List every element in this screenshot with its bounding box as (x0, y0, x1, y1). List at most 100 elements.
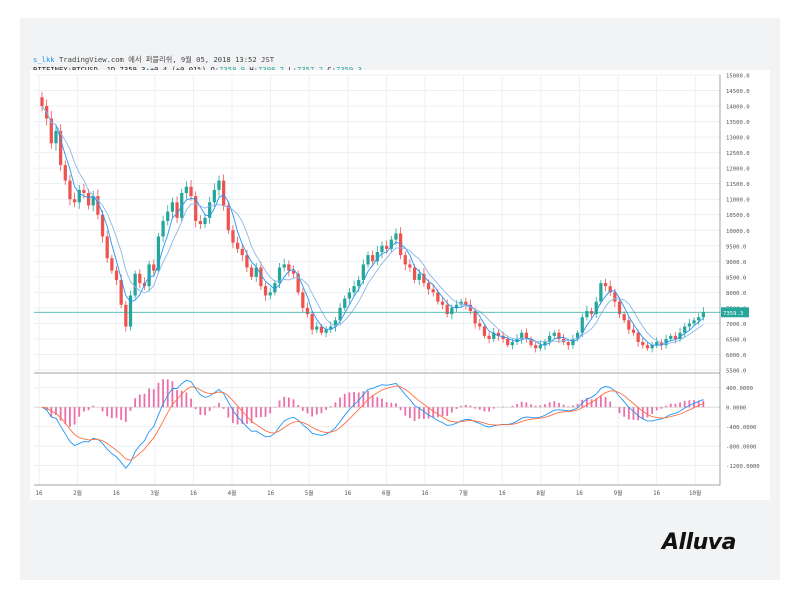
macd-histogram-bar (166, 379, 169, 408)
macd-histogram-bar (283, 396, 286, 408)
ma-slow-line (41, 105, 704, 345)
candle-body (91, 196, 95, 206)
candle-body (49, 118, 53, 144)
macd-histogram-bar (143, 393, 146, 408)
macd-histogram-bar (353, 392, 355, 408)
candle-body (436, 292, 440, 302)
candle-body (464, 301, 468, 305)
macd-histogram-bar (683, 400, 686, 408)
candle-body (645, 345, 650, 349)
macd-histogram-bar (371, 395, 374, 408)
symbol-name[interactable]: BITFINEX:BTCUSD, 1D (33, 65, 116, 74)
macd-histogram-bar (385, 402, 388, 408)
macd-histogram-bar (376, 397, 379, 408)
macd-histogram-bar (567, 406, 570, 408)
macd-histogram-bar (138, 394, 141, 408)
candle-body (86, 193, 91, 206)
up-arrow-icon: ▲ (145, 65, 150, 74)
candle-body (189, 186, 193, 197)
macd-histogram-bar (148, 388, 151, 408)
candle-body (138, 273, 142, 284)
macd-histogram-bar (641, 407, 644, 420)
macd-histogram-bar (92, 405, 95, 408)
macd-histogram-bar (539, 405, 542, 408)
candle-body (333, 320, 338, 327)
price-tick-label: 8500.0 (726, 275, 746, 281)
candle-body (133, 273, 137, 296)
macd-histogram-bar (306, 407, 309, 414)
candle-body (361, 264, 365, 280)
candle-body (110, 258, 114, 271)
time-tick-label: 5월 (305, 489, 314, 497)
macd-histogram-bar (152, 389, 155, 408)
candle-body (128, 295, 133, 327)
macd-histogram-bar (218, 402, 220, 408)
candle-body (412, 267, 417, 280)
time-tick-label: 16 (653, 491, 660, 497)
candle-body (515, 338, 519, 343)
candle-body (245, 255, 249, 268)
macd-histogram-bar (297, 405, 300, 408)
time-tick-label: 3월 (150, 489, 159, 497)
candle-body (226, 205, 230, 231)
macd-panel (34, 379, 720, 469)
ma-fast-line (41, 105, 704, 346)
candle-body (72, 199, 77, 203)
macd-histogram-bar (110, 407, 113, 419)
candle-body (124, 304, 128, 327)
candle-body (329, 326, 333, 330)
macd-histogram-bar (646, 407, 649, 418)
publisher-link[interactable]: s_lkk (33, 55, 55, 64)
candle-body (222, 180, 226, 206)
candle-body (440, 301, 445, 305)
candle-body (655, 342, 659, 346)
candle-body (175, 202, 179, 218)
low-value: 7357.2 (297, 65, 323, 74)
candle-body (156, 236, 161, 271)
macd-histogram-bar (413, 407, 416, 421)
macd-histogram-bar (562, 404, 565, 408)
candle-body (100, 214, 105, 237)
macd-histogram-bar (204, 407, 206, 416)
candlestick-series (40, 92, 705, 353)
macd-histogram-bar (134, 398, 137, 408)
macd-histogram-bar (329, 406, 332, 408)
candle-body (627, 320, 631, 330)
chart-canvas[interactable]: 5500.06000.06500.07000.07500.08000.08500… (30, 70, 770, 500)
price-tick-label: 7000.0 (726, 322, 746, 328)
candle-body (473, 311, 477, 324)
candle-body (96, 196, 100, 215)
candle-body (478, 323, 482, 327)
macd-histogram-bar (409, 407, 411, 419)
candle-body (287, 264, 291, 271)
price-tick-label: 13500.0 (726, 120, 750, 126)
time-tick-label: 16 (190, 491, 197, 497)
macd-histogram-bar (464, 404, 467, 408)
candle-body (77, 189, 81, 203)
candle-body (459, 301, 463, 305)
candle-body (40, 97, 44, 107)
candle-body (263, 286, 268, 296)
macd-histogram-bar (679, 402, 681, 408)
candle-body (324, 329, 328, 333)
publish-text: TradingView.com 에서 퍼블리쉬, 9월 05, 2018 13:… (58, 55, 275, 64)
close-label: C: (327, 65, 336, 74)
macd-histogram-bar (213, 406, 216, 408)
moving-average-lines (41, 105, 704, 346)
candle-body (54, 130, 58, 144)
candle-body (249, 267, 254, 277)
candle-body (268, 292, 272, 296)
macd-histogram-bar (246, 407, 248, 424)
candle-body (296, 273, 300, 293)
candle-body (557, 332, 561, 339)
macd-histogram-bar (241, 407, 244, 424)
macd-histogram-bar (311, 407, 314, 417)
candle-body (659, 342, 664, 346)
candle-body (520, 332, 524, 339)
candle-body (431, 289, 435, 293)
macd-histogram-bar (520, 401, 523, 408)
price-tick-label: 10500.0 (726, 213, 750, 219)
candle-body (394, 233, 398, 240)
macd-histogram-bar (623, 407, 626, 417)
time-tick-label: 16 (267, 491, 274, 497)
